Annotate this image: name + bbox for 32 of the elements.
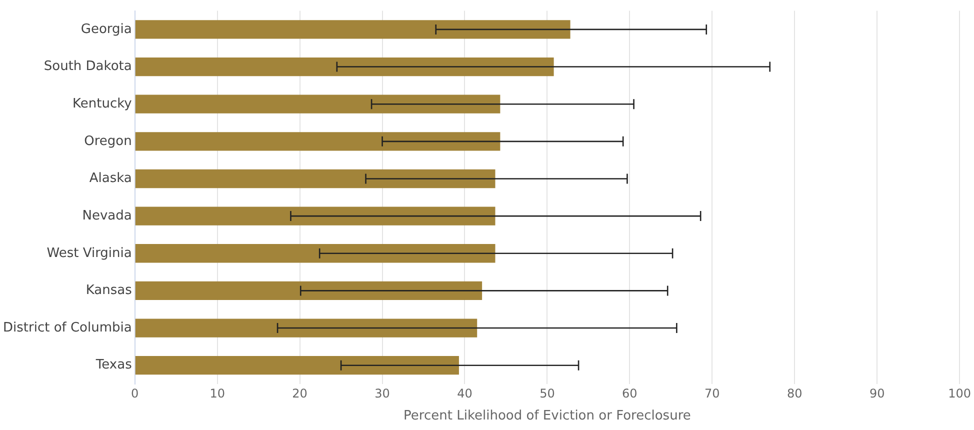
y-tick-label: District of Columbia bbox=[2, 320, 132, 336]
y-tick-label: Oregon bbox=[84, 134, 132, 149]
bar bbox=[135, 281, 482, 300]
bar bbox=[135, 169, 496, 188]
x-tick-label: 80 bbox=[786, 386, 802, 400]
bar bbox=[135, 356, 459, 375]
x-tick-label: 50 bbox=[540, 386, 555, 400]
y-tick-label: Georgia bbox=[80, 22, 132, 37]
y-tick-label: South Dakota bbox=[44, 59, 132, 74]
x-tick-label: 100 bbox=[948, 386, 971, 400]
x-tick-label: 70 bbox=[704, 386, 720, 400]
x-tick-label: 60 bbox=[622, 386, 638, 400]
y-tick-label: Nevada bbox=[82, 208, 132, 224]
bar bbox=[135, 318, 478, 338]
x-tick-label: 90 bbox=[869, 386, 885, 400]
y-tick-label: Kentucky bbox=[72, 96, 132, 112]
y-tick-label: Alaska bbox=[89, 171, 132, 186]
x-tick-label: 30 bbox=[374, 386, 390, 400]
bar bbox=[135, 57, 554, 76]
x-axis-title: Percent Likelihood of Eviction or Foreclosure bbox=[404, 408, 691, 424]
x-tick-label: 40 bbox=[457, 386, 472, 400]
y-tick-label: West Virginia bbox=[46, 246, 132, 261]
bar bbox=[135, 132, 500, 151]
x-tick-label: 20 bbox=[292, 386, 308, 400]
y-tick-label: Texas bbox=[94, 358, 132, 373]
bar bbox=[135, 94, 500, 114]
bar bbox=[135, 20, 570, 39]
bar bbox=[135, 206, 496, 226]
y-tick-label: Kansas bbox=[86, 283, 132, 298]
bar bbox=[135, 244, 496, 263]
x-tick-label: 0 bbox=[131, 386, 139, 400]
x-tick-label: 10 bbox=[210, 386, 225, 400]
